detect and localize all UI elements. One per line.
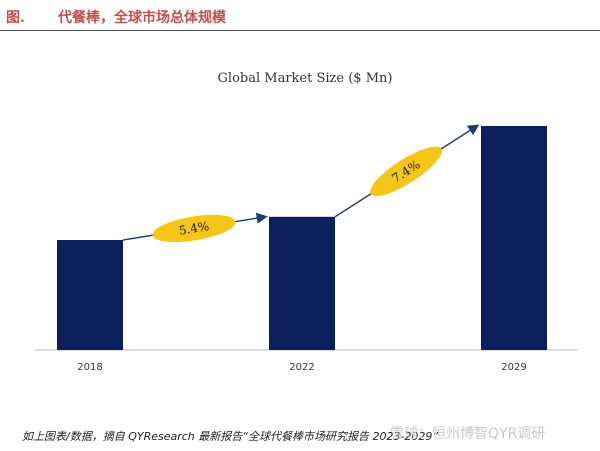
bar-series xyxy=(57,126,547,350)
bar-2022 xyxy=(269,216,335,350)
x-tick-labels: 2018 2022 2029 xyxy=(77,362,526,373)
chart-title: Global Market Size ($ Mn) xyxy=(218,71,393,86)
x-tick-label-2029: 2029 xyxy=(501,362,526,373)
cagr-label: 5.4% xyxy=(178,219,210,238)
cagr-badge-2: 7.4% xyxy=(370,146,442,197)
x-tick-label-2022: 2022 xyxy=(289,362,314,373)
x-tick-label-2018: 2018 xyxy=(77,362,102,373)
cagr-badge-shape xyxy=(152,214,236,243)
figure-header: 图. 代餐棒，全球市场总体规模 xyxy=(0,0,600,31)
figure-prefix: 图. xyxy=(6,10,25,26)
cagr-badge-shape xyxy=(370,146,442,197)
source-footnote: 如上图表/数据，摘自 QYResearch 最新报告“全球代餐棒市场研究报告 2… xyxy=(22,430,439,443)
chart-area: Global Market Size ($ Mn) 2018 2022 2029 5… xyxy=(0,40,600,385)
bar-2029 xyxy=(481,126,547,350)
watermark-text: 雪球：恒州博智QYR调研 xyxy=(390,426,546,442)
bar-chart: Global Market Size ($ Mn) 2018 2022 2029 5… xyxy=(35,71,578,373)
cagr-badge-1: 5.4% xyxy=(152,214,236,243)
bar-2018 xyxy=(57,240,123,350)
figure-title: 代餐棒，全球市场总体规模 xyxy=(58,10,226,26)
